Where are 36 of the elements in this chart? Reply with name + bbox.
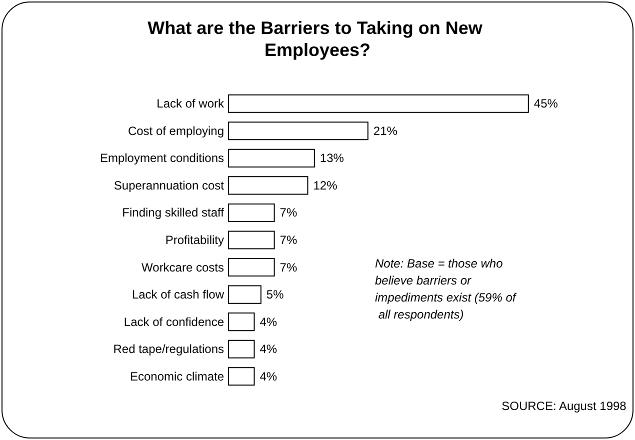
bar xyxy=(228,340,255,358)
bar xyxy=(228,230,275,250)
data-label: 4% xyxy=(260,369,278,384)
y-tick-label: Profitability xyxy=(165,233,224,247)
bar xyxy=(228,312,255,332)
bar xyxy=(228,94,529,113)
annotation: Note: Base = those who believe barriers or impediments exist (59% of all respondents) xyxy=(375,256,518,322)
bar xyxy=(228,148,315,168)
data-label: 5% xyxy=(266,288,284,302)
data-label: 4% xyxy=(260,342,278,356)
y-tick-label: Employment conditions xyxy=(100,151,224,166)
y-tick-label: Superannuation cost xyxy=(114,178,225,192)
y-tick-label: Workcare costs xyxy=(142,260,224,274)
y-tick-label: Cost of employing xyxy=(128,124,224,138)
data-label: 7% xyxy=(280,206,298,220)
y-tick-label: Lack of work xyxy=(156,96,225,111)
y-tick-label: Red tape/regulations xyxy=(113,342,224,356)
data-label: 4% xyxy=(260,314,278,329)
chart-title: What are the Barriers to Taking on New Employees? xyxy=(148,18,488,60)
data-label: 7% xyxy=(280,260,298,274)
y-tick-label: Economic climate xyxy=(130,369,224,384)
y-tick-label: Lack of cash flow xyxy=(132,288,224,302)
bar xyxy=(228,285,262,304)
bar xyxy=(228,203,275,222)
source-note: SOURCE: August 1998 xyxy=(502,399,627,413)
y-tick-label: Finding skilled staff xyxy=(122,206,225,220)
data-label: 45% xyxy=(534,96,558,111)
data-label: 13% xyxy=(320,151,344,166)
bar xyxy=(228,122,368,140)
bar xyxy=(228,367,255,386)
y-tick-label: Lack of confidence xyxy=(124,314,224,329)
bar xyxy=(228,258,275,277)
data-label: 12% xyxy=(313,178,338,192)
data-label: 21% xyxy=(373,124,398,138)
bar xyxy=(228,176,308,195)
data-label: 7% xyxy=(280,233,298,247)
